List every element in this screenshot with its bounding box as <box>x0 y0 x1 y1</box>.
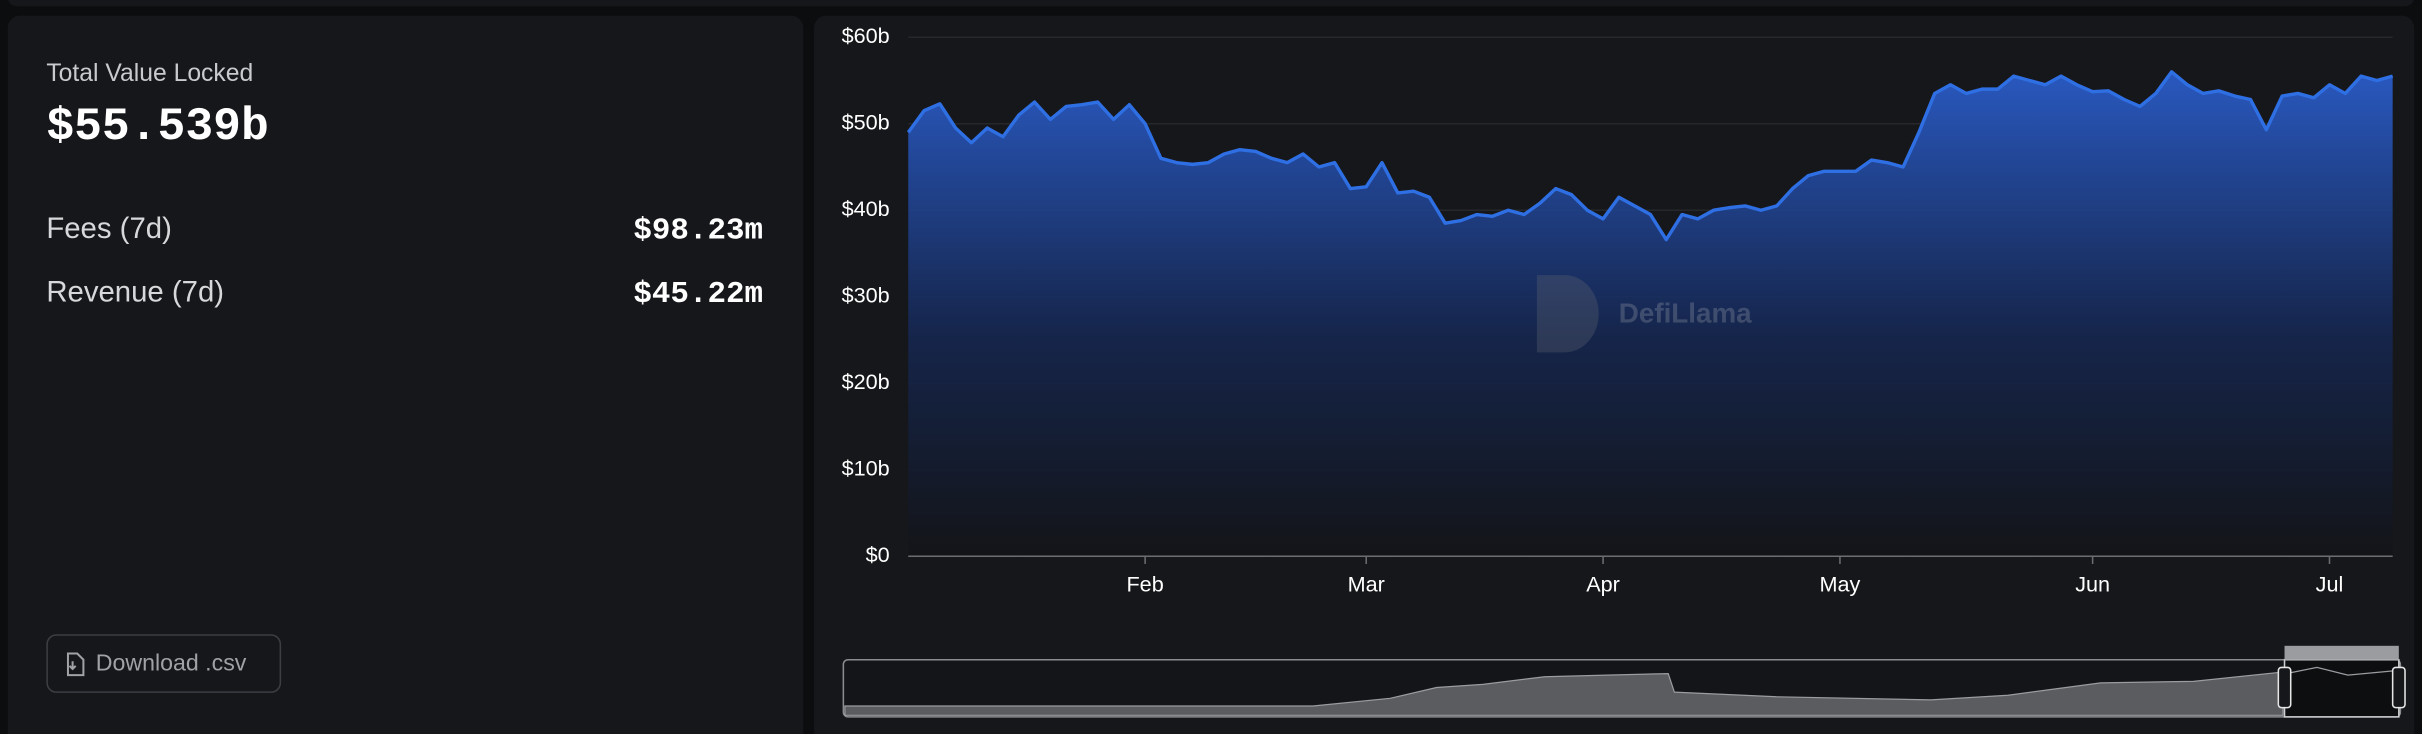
x-tick-label: Apr <box>1586 571 1620 596</box>
x-tick-label: Jun <box>2075 571 2110 596</box>
brush-handle[interactable] <box>2277 666 2292 709</box>
top-bar <box>8 0 2414 7</box>
x-tick-label: Jul <box>2316 571 2344 596</box>
summary-panel <box>7 15 804 734</box>
row-value: $45.22m <box>633 277 763 312</box>
y-tick-label: $0 <box>866 542 890 567</box>
y-tick-label: $40b <box>842 196 890 221</box>
y-tick-label: $10b <box>842 455 890 480</box>
row-value: $98.23m <box>633 213 763 248</box>
watermark: DefiLlama <box>1536 275 1752 353</box>
y-tick-label: $30b <box>842 282 890 307</box>
tvl-value: $55.539b <box>46 100 268 153</box>
button-label[interactable]: Download .csv <box>96 649 247 675</box>
watermark-text: DefiLlama <box>1619 298 1752 329</box>
range-brush[interactable] <box>842 645 2406 718</box>
brush-selection-line <box>2285 666 2398 676</box>
brush-handle[interactable] <box>2391 666 2406 709</box>
download-button[interactable]: Download .csv <box>46 634 282 693</box>
y-tick-label: $60b <box>842 23 890 48</box>
row-label: Fees (7d) <box>46 212 172 245</box>
area-line <box>906 70 2394 242</box>
tvl-label: Total Value Locked <box>46 60 253 87</box>
row-label: Revenue (7d) <box>46 275 224 308</box>
y-tick-label: $50b <box>842 109 890 134</box>
area-fill <box>908 71 2393 557</box>
watermark-logo <box>1536 275 1599 353</box>
x-tick-label: May <box>1820 571 1861 596</box>
x-tick-label: Mar <box>1348 571 1385 596</box>
button-frame[interactable] <box>46 634 282 693</box>
download-icon[interactable] <box>66 652 85 677</box>
y-tick-label: $20b <box>842 369 890 394</box>
brush-grip[interactable] <box>2284 645 2399 660</box>
brush-selection[interactable] <box>2283 658 2400 718</box>
plot: $0 $10b $20b $30b $40b $50b $60b Feb Mar Apr May Ju… <box>842 23 2394 596</box>
x-tick-label: Feb <box>1126 571 1163 596</box>
